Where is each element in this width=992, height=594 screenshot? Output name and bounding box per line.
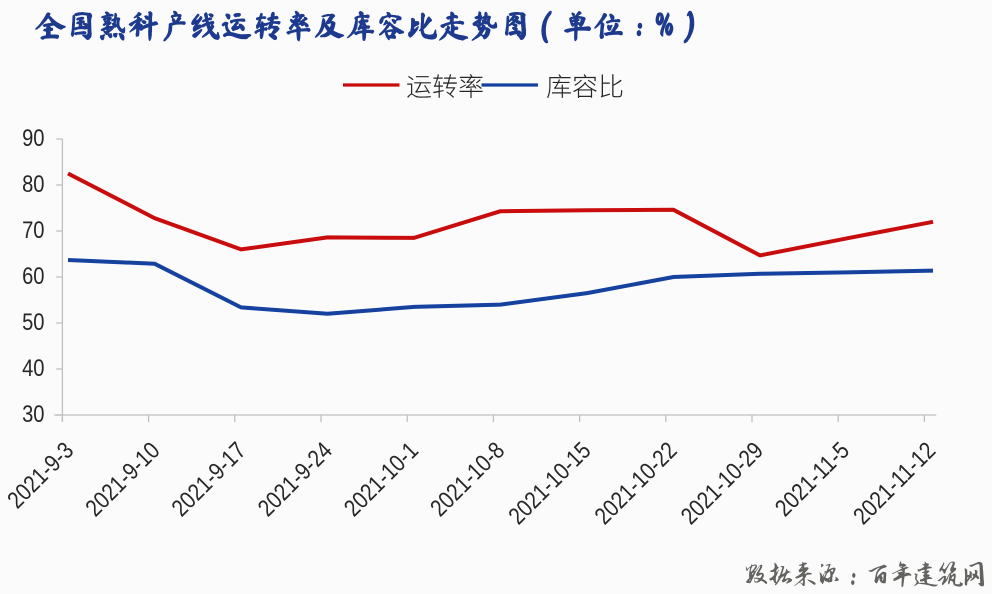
svg-text:2021-11-12: 2021-11-12: [848, 437, 941, 530]
svg-text:2021-10-22: 2021-10-22: [590, 437, 683, 530]
svg-text:80: 80: [22, 171, 44, 198]
svg-text:50: 50: [22, 309, 44, 336]
svg-text:2021-10-8: 2021-10-8: [425, 437, 510, 522]
svg-text:2021-9-17: 2021-9-17: [167, 437, 252, 522]
svg-text:30: 30: [22, 401, 44, 428]
svg-text:2021-9-24: 2021-9-24: [253, 437, 338, 522]
svg-text:2021-10-15: 2021-10-15: [503, 437, 596, 530]
svg-text:2021-11-5: 2021-11-5: [770, 437, 855, 522]
svg-text:2021-10-29: 2021-10-29: [676, 437, 769, 530]
svg-text:60: 60: [22, 263, 44, 290]
svg-text:2021-9-3: 2021-9-3: [2, 437, 79, 514]
svg-text:2021-9-10: 2021-9-10: [80, 437, 165, 522]
svg-text:40: 40: [22, 355, 44, 382]
svg-text:70: 70: [22, 217, 44, 244]
svg-text:90: 90: [22, 125, 44, 152]
svg-text:2021-10-1: 2021-10-1: [339, 437, 424, 522]
